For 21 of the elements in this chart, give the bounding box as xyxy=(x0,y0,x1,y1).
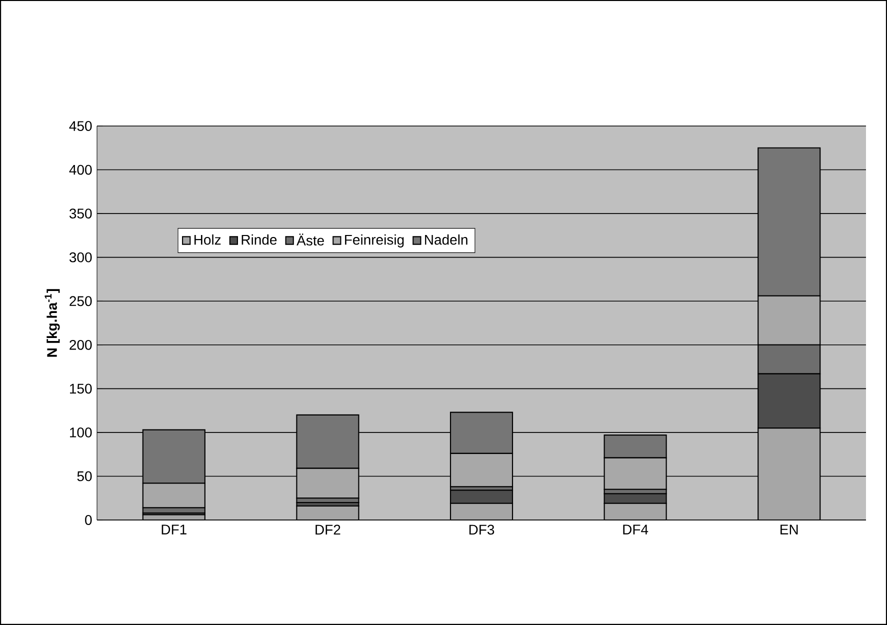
x-tick-label: EN xyxy=(780,524,798,534)
y-axis-title: N [kg.ha$^{-1}$] xyxy=(44,289,60,357)
x-tick-label: DF3 xyxy=(469,524,494,535)
y-tick-label: 450 xyxy=(69,121,92,131)
legend-label: Holz xyxy=(194,234,221,245)
y-tick-label: 400 xyxy=(69,164,92,175)
legend-label: Rinde xyxy=(242,234,277,245)
legend-label: Äste xyxy=(296,234,324,246)
y-tick-label: 100 xyxy=(70,427,92,438)
x-tick-label: DF1 xyxy=(162,524,186,534)
y-tick-label: 250 xyxy=(70,296,92,306)
y-tick-label: 350 xyxy=(69,208,92,219)
x-tick-label: DF2 xyxy=(316,524,340,534)
y-tick-label: 150 xyxy=(70,384,92,394)
y-tick-label: 200 xyxy=(70,340,92,350)
y-tick-label: 0 xyxy=(85,515,92,525)
y-tick-label: 50 xyxy=(77,471,92,482)
legend-label: Nadeln xyxy=(425,234,468,245)
y-tick-label: 300 xyxy=(69,252,92,262)
x-tick-label: DF4 xyxy=(623,524,648,534)
legend-label: Feinreisig xyxy=(345,234,404,248)
